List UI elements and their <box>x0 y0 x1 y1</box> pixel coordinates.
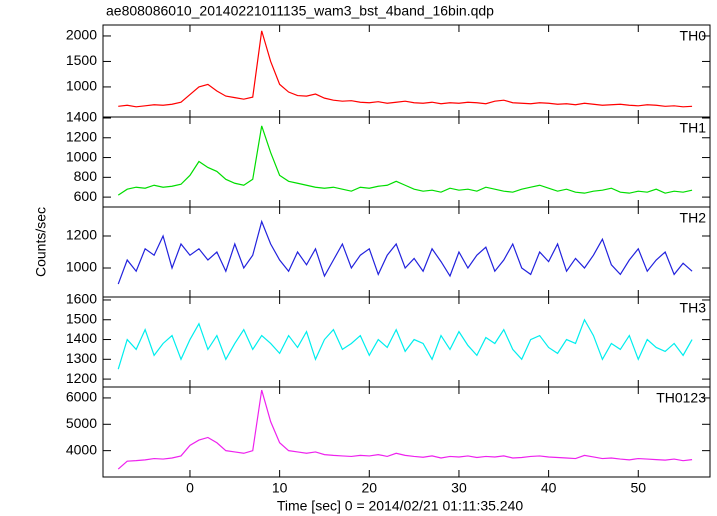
x-axis-label: Time [sec] 0 = 2014/02/21 01:11:35.240 <box>277 498 524 514</box>
y-tick-label: 2000 <box>66 27 97 43</box>
y-tick-label: 1000 <box>66 78 97 94</box>
y-tick-label: 1000 <box>66 259 97 275</box>
y-tick-label: 4000 <box>66 441 97 457</box>
x-tick-label: 30 <box>451 480 467 496</box>
series-label: TH2 <box>680 210 707 226</box>
x-tick-label: 50 <box>630 480 646 496</box>
y-axis-label: Counts/sec <box>33 207 49 277</box>
light-curve <box>117 125 693 196</box>
y-tick-label: 1400 <box>66 330 97 346</box>
y-tick-label: 1300 <box>66 350 97 366</box>
y-tick-label: 1500 <box>66 52 97 68</box>
x-tick-label: 10 <box>272 480 288 496</box>
panel-frame <box>102 386 711 478</box>
series-label: TH0 <box>680 28 707 44</box>
y-tick-label: 1200 <box>66 227 97 243</box>
x-tick-label: 20 <box>362 480 378 496</box>
series-label: TH1 <box>680 120 707 136</box>
light-curve <box>117 389 693 470</box>
x-tick-label: 40 <box>541 480 557 496</box>
y-tick-label: 1500 <box>66 310 97 326</box>
light-curve <box>117 219 693 285</box>
chart-title: ae808086010_20140221011135_wam3_bst_4ban… <box>106 3 494 19</box>
light-curve <box>117 318 693 370</box>
series-label: TH0123 <box>656 390 706 406</box>
y-tick-label: 800 <box>74 168 98 184</box>
y-tick-label: 1600 <box>66 291 97 307</box>
y-tick-label: 6000 <box>66 389 97 405</box>
y-tick-label: 1000 <box>66 148 97 164</box>
y-tick-label: 1200 <box>66 128 97 144</box>
y-tick-label: 5000 <box>66 415 97 431</box>
y-tick-label: 600 <box>74 188 98 204</box>
y-tick-label: 1400 <box>66 109 97 125</box>
y-tick-label: 1200 <box>66 370 97 386</box>
series-label: TH3 <box>680 300 707 316</box>
x-tick-label: 0 <box>186 480 194 496</box>
light-curve <box>118 30 693 108</box>
